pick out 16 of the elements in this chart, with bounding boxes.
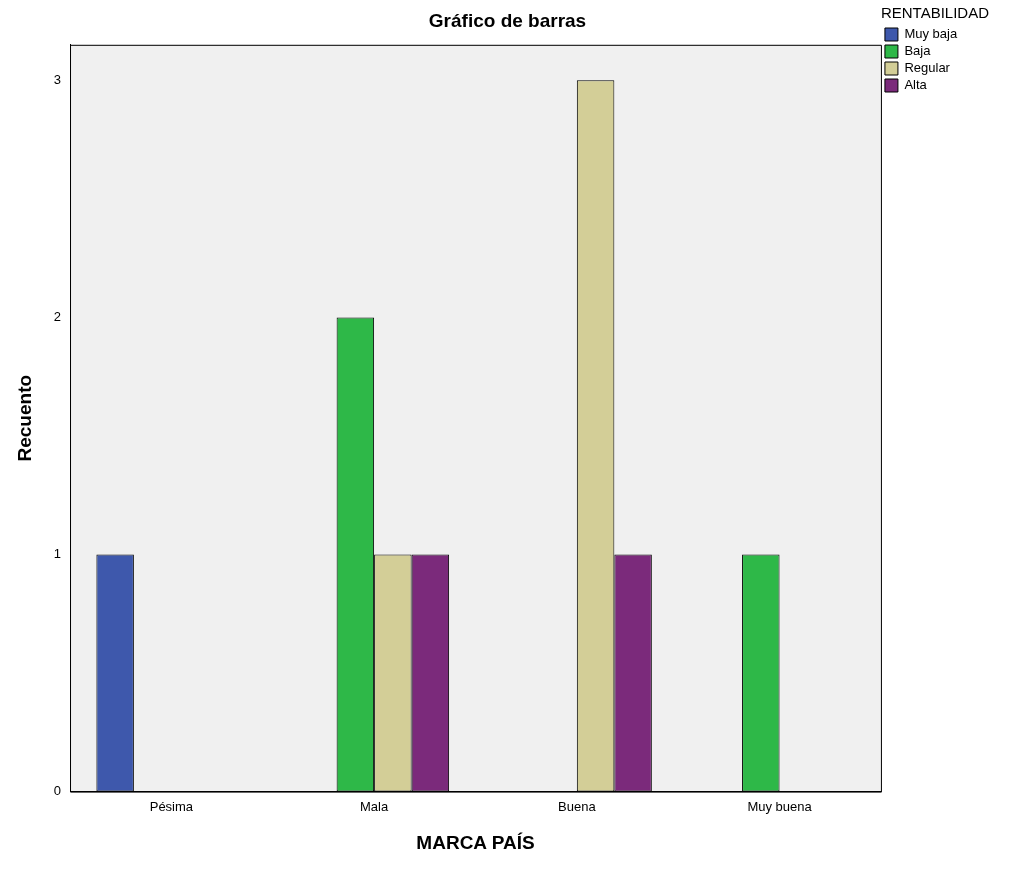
x-axis-title: MARCA PAÍS xyxy=(416,831,535,853)
y-tick-label: 1 xyxy=(53,546,62,562)
x-tick-label: Muy buena xyxy=(747,798,813,814)
legend-label: Regular xyxy=(904,60,951,76)
y-tick-label: 2 xyxy=(53,309,62,325)
y-tick-label: 3 xyxy=(53,71,62,87)
y-axis-title: Recuento xyxy=(13,374,35,462)
x-tick-label: Buena xyxy=(558,798,597,814)
x-tick-label: Mala xyxy=(360,798,389,814)
legend-label: Muy baja xyxy=(904,26,958,42)
chart-title: Gráfico de barras xyxy=(428,9,587,31)
legend-title: RENTABILIDAD xyxy=(880,3,990,21)
x-tick-label: Pésima xyxy=(149,798,194,814)
y-tick-label: 0 xyxy=(53,783,62,799)
legend-label: Baja xyxy=(904,43,932,59)
legend-label: Alta xyxy=(904,77,928,93)
